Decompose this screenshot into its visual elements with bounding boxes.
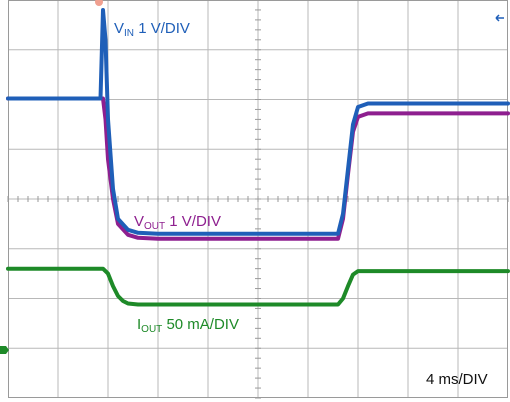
channel-labels: VIN 1 V/DIV VOUT 1 V/DIV IOUT 50 mA/DIV … xyxy=(114,20,488,388)
time-base-label: 4 ms/DIV xyxy=(426,371,488,388)
trigger-position-marker xyxy=(95,0,103,6)
vout-label: VOUT 1 V/DIV xyxy=(134,213,221,232)
markers xyxy=(0,0,504,354)
graticule xyxy=(7,0,509,399)
trigger-level-arrow-icon xyxy=(495,14,504,22)
trace-v-in xyxy=(6,8,510,236)
vin-label: VIN 1 V/DIV xyxy=(114,20,190,39)
traces xyxy=(6,8,510,307)
channel-ground-marker xyxy=(0,346,9,354)
trace-v-out xyxy=(6,96,510,241)
plot-frame xyxy=(8,0,508,398)
trace-i-out xyxy=(6,266,510,307)
iout-label: IOUT 50 mA/DIV xyxy=(137,316,239,335)
